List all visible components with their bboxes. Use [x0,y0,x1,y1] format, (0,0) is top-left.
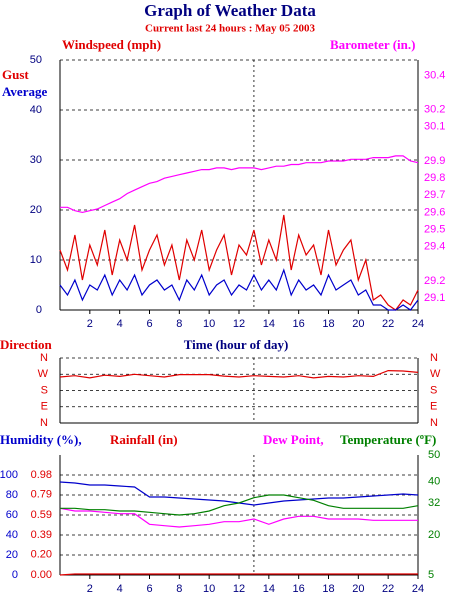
series-line [59,369,419,379]
x-tick-label: 22 [382,583,394,595]
y-tick-label: 0 [12,569,18,581]
x-tick-label: 4 [117,318,123,330]
series-line [59,573,418,576]
x-tick-label: 6 [146,318,152,330]
x-tick-label: 2 [87,318,93,330]
y2-tick-label: 29.4 [424,241,445,253]
x-tick-label: 14 [263,583,275,595]
y-tick-label: 10 [30,254,42,266]
y2-tick-label: 40 [428,476,440,488]
y-tick-label: 60 [6,509,18,521]
y2-tick-label: 29.6 [424,206,445,218]
x-tick-label: 10 [203,583,215,595]
y2-axis-label: Barometer (in.) [330,37,415,52]
x-tick-label: 6 [146,583,152,595]
y2-tick-label: 29.1 [424,292,445,304]
y-tick-label: 80 [6,489,18,501]
y3-tick-label: 0.59 [31,509,52,521]
series-line [60,155,419,214]
y2-tick-label: 50 [428,449,440,461]
y-axis-label: Windspeed (mph) [62,37,161,52]
y2-tick-label: S [430,384,437,396]
x-tick-label: 24 [412,318,424,330]
y-tick-label: 50 [30,54,42,66]
series-line [59,507,418,528]
y-tick-label: 20 [30,204,42,216]
y2-tick-label: E [430,401,437,413]
y2-tick-label: 29.2 [424,275,445,287]
y-tick-label: 40 [30,104,42,116]
y-tick-label: E [41,401,48,413]
y3-tick-label: 0.98 [31,469,52,481]
y-tick-label: 40 [6,529,18,541]
y2-tick-label: N [430,352,438,364]
x-tick-label: 4 [117,583,123,595]
x-axis-label: Time (hour of day) [184,337,289,352]
series-line [59,214,419,311]
y2-tick-label: W [430,368,441,380]
x-tick-label: 18 [322,318,334,330]
chart-subtitle: Current last 24 hours : May 05 2003 [145,23,315,35]
legend-label: Dew Point, [263,432,324,447]
y-tick-label: 100 [0,469,18,481]
x-tick-label: 22 [382,318,394,330]
x-tick-label: 12 [233,583,245,595]
series-line [59,268,419,311]
x-tick-label: 20 [352,583,364,595]
y2-tick-label: 29.7 [424,189,445,201]
y2-tick-label: 5 [428,569,434,581]
y3-tick-label: 0.00 [31,569,52,581]
legend-label: Humidity (%), [0,432,82,447]
y-tick-label: 30 [30,154,42,166]
x-tick-label: 8 [176,318,182,330]
y-tick-label: N [40,352,48,364]
x-tick-label: 8 [176,583,182,595]
y3-tick-label: 0.20 [31,549,52,561]
y-tick-label: 20 [6,549,18,561]
x-tick-label: 14 [263,318,275,330]
legend-label: Temperature (ºF) [340,432,436,447]
y2-tick-label: 30.4 [424,69,445,81]
y2-tick-label: 29.8 [424,172,445,184]
y2-tick-label: 30.1 [424,121,445,133]
y2-tick-label: 32 [428,497,440,509]
x-tick-label: 16 [293,583,305,595]
series-line [60,494,419,516]
x-tick-label: 2 [87,583,93,595]
y-tick-label: S [41,384,48,396]
y2-tick-label: 20 [428,529,440,541]
x-tick-label: 16 [293,318,305,330]
chart-title: Graph of Weather Data [144,1,316,20]
x-tick-label: 24 [412,583,424,595]
y-tick-label: N [40,417,48,429]
x-tick-label: 12 [233,318,245,330]
y2-tick-label: 30.2 [424,104,445,116]
y3-tick-label: 0.39 [31,529,52,541]
x-tick-label: 10 [203,318,215,330]
y-tick-label: 0 [36,304,42,316]
series-line [59,481,419,506]
legend-label: Average [2,84,47,99]
y2-tick-label: 29.9 [424,155,445,167]
y3-tick-label: 0.79 [31,489,52,501]
y-tick-label: W [38,368,49,380]
y2-tick-label: N [430,417,438,429]
x-tick-label: 18 [322,583,334,595]
legend-label: Gust [2,67,29,82]
y-axis-label: Direction [0,337,53,352]
legend-label: Rainfall (in) [110,432,178,447]
y2-tick-label: 29.5 [424,223,445,235]
x-tick-label: 20 [352,318,364,330]
